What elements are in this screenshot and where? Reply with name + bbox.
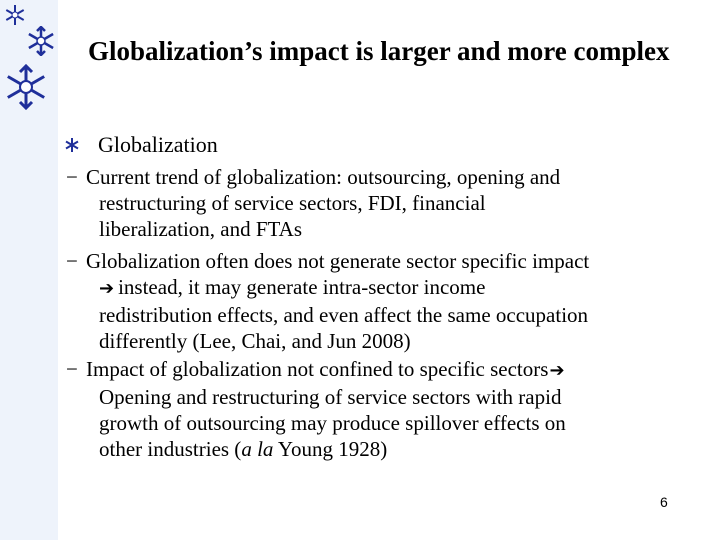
sub-item-3-first: Impact of globalization not confined to … [86,357,549,381]
sub-item-3-last-line: other industries (a la Young 1928) [66,436,676,462]
snowflake-icon-large [7,64,45,110]
dash-marker: − [66,357,78,381]
sub-item-3-line: Opening and restructuring of service sec… [99,385,562,409]
main-bullet-text: Globalization [98,132,218,157]
sub-item-1-line: restructuring of service sectors, FDI, f… [99,191,486,215]
sub-item-1-first: Current trend of globalization: outsourc… [86,165,561,189]
sub-item-3-last-post: Young 1928) [273,437,388,461]
sub-item-2-line: differently (Lee, Chai, and Jun 2008) [99,329,411,353]
sub-item-2-line: redistribution effects, and even affect … [99,303,589,327]
sub-item-2-arrow-text: instead, it may generate intra-sector in… [118,275,486,299]
sub-item-2: − Globalization often does not generate s… [66,248,676,354]
dash-marker: − [66,165,78,189]
asterisk-bullet-icon [65,138,79,152]
sub-item-3-line: growth of outsourcing may produce spillo… [99,411,566,435]
main-bullet: Globalization [64,130,218,160]
sub-item-2-first: Globalization often does not generate se… [86,249,590,273]
slide-title: Globalization’s impact is larger and mor… [88,36,670,66]
arrow-icon: ➔ [99,278,115,299]
sub-item-3-last-pre: other industries ( [99,437,242,461]
snowflake-icon-small [5,5,25,25]
sub-item-1-line: liberalization, and FTAs [99,217,303,241]
dash-marker: − [66,249,78,273]
sub-item-3-italic: a la [241,437,274,461]
page-number: 6 [660,494,668,510]
arrow-icon: ➔ [549,360,565,381]
sub-item-3: − Impact of globalization not confined to… [66,356,676,462]
snowflake-icon-medium [28,26,54,56]
sub-item-1: − Current trend of globalization: outsour… [66,164,676,242]
